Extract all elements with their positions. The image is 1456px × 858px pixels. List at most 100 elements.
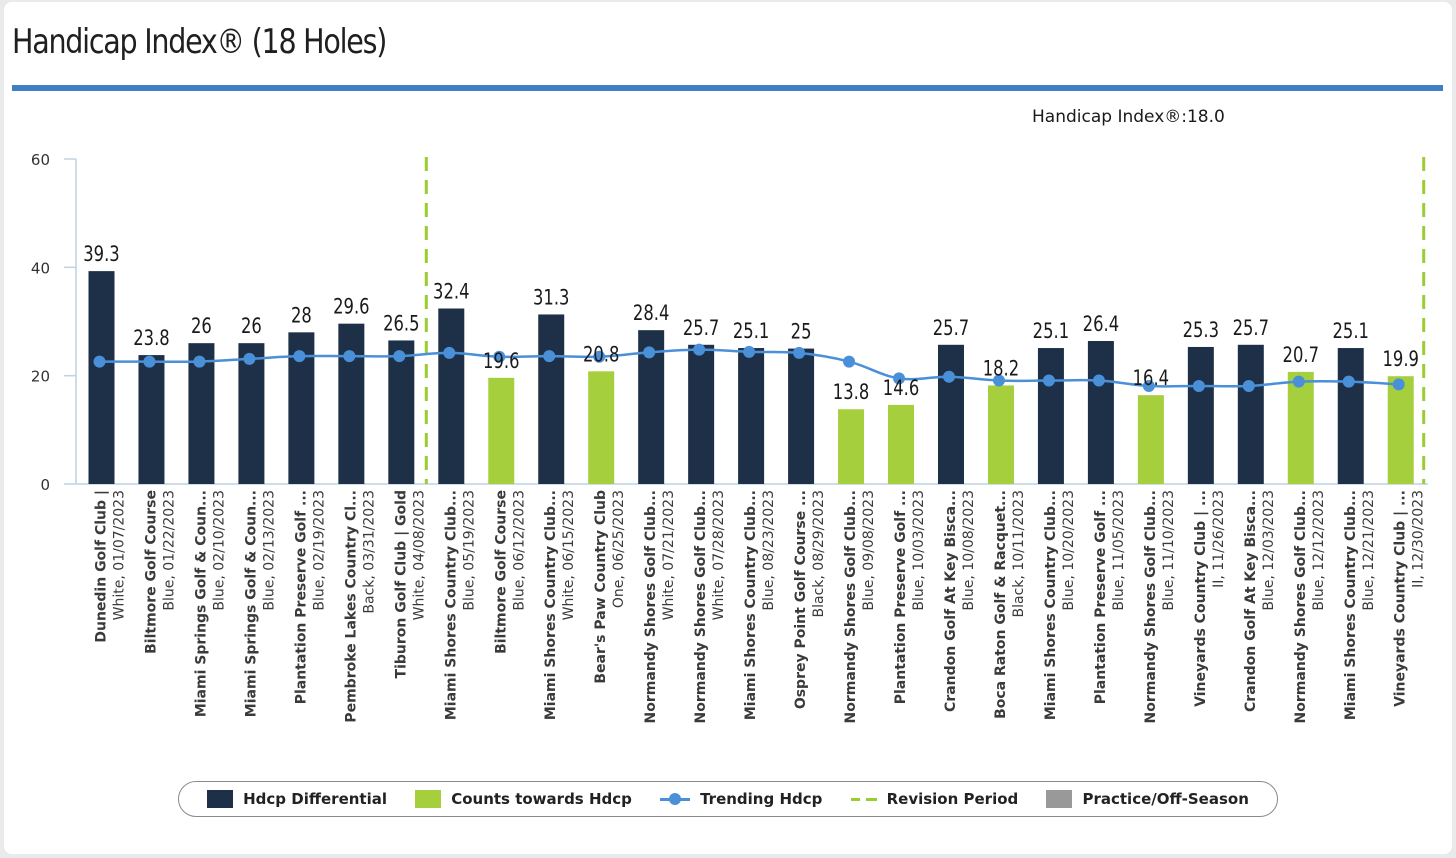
trend-point bbox=[1092, 374, 1105, 387]
category-name: Normandy Shores Golf Club... bbox=[1143, 490, 1159, 723]
trend-point bbox=[193, 355, 206, 368]
trend-point bbox=[143, 355, 156, 368]
category-detail: Blue, 08/23/2023 bbox=[761, 490, 777, 611]
data-label: 23.8 bbox=[133, 327, 169, 350]
category-name: Plantation Preserve Golf ... bbox=[1093, 490, 1109, 704]
legend-label: Trending Hdcp bbox=[700, 790, 823, 808]
category-name: Normandy Shores Golf Club... bbox=[843, 490, 859, 723]
data-label: 32.4 bbox=[433, 281, 469, 304]
legend-item-practice[interactable]: Practice/Off-Season bbox=[1046, 790, 1249, 808]
trend-point bbox=[293, 350, 306, 363]
data-label: 25.3 bbox=[1183, 319, 1219, 342]
data-label: 25.7 bbox=[683, 317, 719, 340]
y-tick-label: 60 bbox=[31, 151, 50, 169]
category-detail: Blue, 10/20/2023 bbox=[1061, 490, 1077, 611]
trend-point bbox=[793, 346, 806, 359]
differential-bar bbox=[488, 377, 515, 484]
trend-point bbox=[93, 355, 106, 368]
category-name: Pembroke Lakes Country Cl... bbox=[343, 490, 359, 723]
differential-bar bbox=[1037, 348, 1064, 484]
category-name: Biltmore Golf Course bbox=[493, 490, 509, 654]
differential-bar bbox=[788, 348, 815, 484]
handicap-index-value: Handicap Index®:18.0 bbox=[1032, 107, 1225, 127]
differential-bar bbox=[438, 308, 465, 484]
data-label: 25.7 bbox=[933, 317, 969, 340]
data-label: 28.4 bbox=[633, 302, 669, 325]
differential-bar bbox=[688, 344, 715, 484]
category-detail: Blue, 12/21/2023 bbox=[1361, 490, 1377, 611]
data-label: 19.9 bbox=[1382, 348, 1418, 371]
trend-point bbox=[343, 350, 356, 363]
data-label: 29.6 bbox=[333, 296, 369, 319]
category-detail: II, 11/26/2023 bbox=[1211, 490, 1227, 588]
legend-label: Hdcp Differential bbox=[243, 790, 387, 808]
data-label: 28 bbox=[291, 304, 312, 327]
category-name: Dunedin Golf Club | bbox=[94, 490, 110, 643]
trend-point bbox=[493, 350, 506, 363]
category-name: Normandy Shores Golf Club... bbox=[1293, 490, 1309, 723]
trend-point bbox=[743, 345, 756, 358]
category-detail: Blue, 02/19/2023 bbox=[311, 490, 327, 611]
category-detail: Blue, 09/08/2023 bbox=[861, 490, 877, 611]
data-label: 25.1 bbox=[1033, 320, 1069, 343]
legend-label: Revision Period bbox=[886, 790, 1019, 808]
legend-item-differential[interactable]: Hdcp Differential bbox=[207, 790, 387, 808]
trend-line bbox=[93, 343, 1405, 392]
legend-swatch bbox=[207, 790, 234, 808]
data-label: 26 bbox=[241, 315, 262, 338]
differential-bar bbox=[1087, 341, 1114, 484]
data-label: 14.6 bbox=[883, 377, 919, 400]
data-label: 25.1 bbox=[733, 320, 769, 343]
data-label: 26.4 bbox=[1083, 313, 1119, 336]
legend-label: Counts towards Hdcp bbox=[451, 790, 632, 808]
category-name: Miami Springs Golf & Coun... bbox=[243, 490, 259, 717]
trend-point bbox=[643, 346, 656, 359]
legend-swatch bbox=[415, 790, 442, 808]
legend-item-trend[interactable]: Trending Hdcp bbox=[660, 790, 822, 808]
category-name: Tiburon Golf Club | Gold bbox=[393, 490, 409, 678]
differential-bar bbox=[538, 314, 565, 484]
differential-bar bbox=[1237, 344, 1264, 484]
legend-swatch bbox=[660, 790, 691, 808]
data-label: 18.2 bbox=[983, 358, 1019, 381]
category-detail: White, 04/08/2023 bbox=[411, 490, 427, 620]
trend-point bbox=[1342, 375, 1355, 388]
category-name: Crandon Golf At Key Bisca... bbox=[943, 490, 959, 712]
category-name: Miami Shores Country Club... bbox=[443, 490, 459, 720]
category-detail: White, 01/07/2023 bbox=[112, 490, 128, 620]
category-name: Plantation Preserve Golf ... bbox=[293, 490, 309, 704]
category-detail: Back, 03/31/2023 bbox=[361, 490, 377, 614]
trend-point bbox=[1242, 379, 1255, 392]
category-detail: Blue, 10/03/2023 bbox=[911, 490, 927, 611]
category-name: Bear's Paw Country Club bbox=[593, 490, 609, 684]
y-tick-label: 20 bbox=[31, 368, 50, 386]
differential-bar bbox=[338, 323, 365, 484]
data-labels: 39.3 23.8 26 26 28 29.6 26.5 32.4 19.6 31.3 20.8 28… bbox=[83, 243, 1419, 405]
legend-item-counts[interactable]: Counts towards Hdcp bbox=[415, 790, 632, 808]
differential-bar bbox=[738, 348, 765, 484]
category-detail: White, 07/21/2023 bbox=[661, 490, 677, 620]
category-name: Normandy Shores Golf Club... bbox=[643, 490, 659, 723]
chart-legend: Hdcp Differential Counts towards Hdcp Tren… bbox=[178, 781, 1278, 817]
category-detail: Black, 10/11/2023 bbox=[1011, 490, 1027, 617]
trend-point bbox=[942, 370, 955, 383]
differential-bar bbox=[1337, 348, 1364, 484]
category-name: Vineyards Country Club | ... bbox=[1193, 490, 1209, 707]
differential-bar bbox=[937, 344, 964, 484]
differential-bar bbox=[838, 409, 865, 484]
category-name: Miami Shores Country Club... bbox=[743, 490, 759, 720]
page-title: Handicap Index® (18 Holes) bbox=[12, 22, 387, 62]
differential-bar bbox=[388, 340, 415, 484]
category-name: Crandon Golf At Key Bisca... bbox=[1243, 490, 1259, 712]
revision-period-markers bbox=[424, 157, 1426, 484]
legend-swatch bbox=[1046, 790, 1073, 808]
category-name: Osprey Point Golf Course ... bbox=[793, 490, 809, 709]
trend-point bbox=[1042, 374, 1055, 387]
data-label: 13.8 bbox=[833, 381, 869, 404]
category-name: Biltmore Golf Course bbox=[143, 490, 159, 654]
legend-item-revision[interactable]: Revision Period bbox=[850, 790, 1019, 808]
data-label: 26.5 bbox=[383, 313, 419, 336]
differential-bar bbox=[987, 385, 1014, 484]
category-name: Miami Springs Golf & Coun... bbox=[193, 490, 209, 717]
